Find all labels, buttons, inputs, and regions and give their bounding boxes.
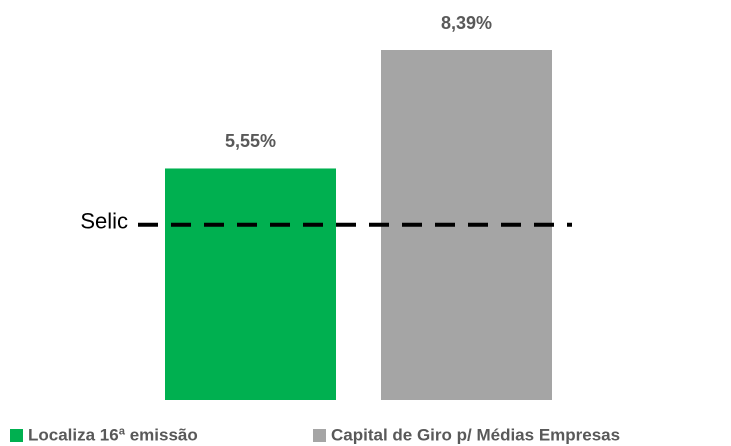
value-label: 5,55% [225, 131, 276, 151]
legend-label: Capital de Giro p/ Médias Empresas [331, 425, 620, 444]
reference-label: Selic [80, 209, 128, 234]
bar [165, 168, 336, 400]
legend-label: Localiza 16ª emissão [28, 425, 198, 444]
value-label: 8,39% [441, 13, 492, 33]
legend-swatch [10, 429, 23, 442]
legend-swatch [313, 429, 326, 442]
